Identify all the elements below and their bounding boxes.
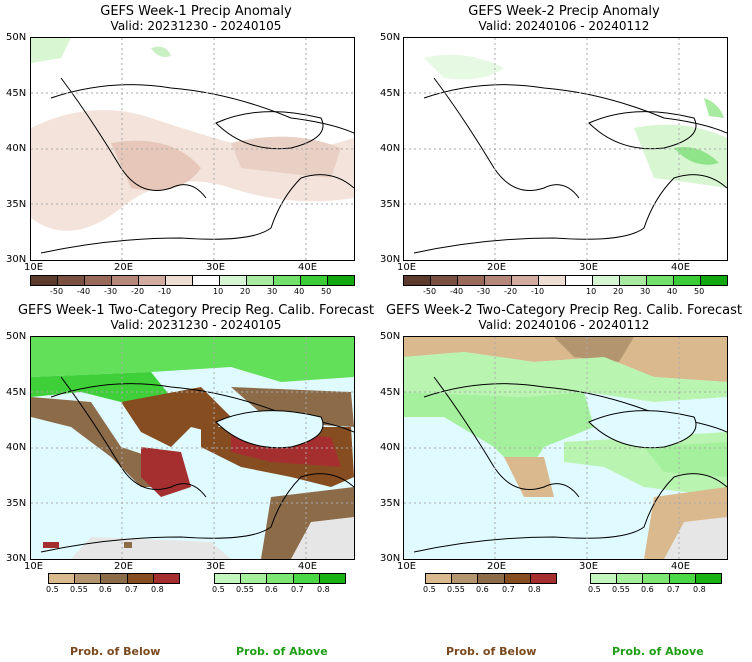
p1-lat-50: 50N	[6, 32, 27, 43]
p2-lat-35: 35N	[380, 199, 401, 210]
p4-above-l3: 0.7	[667, 585, 680, 594]
p3-above-colorbar	[214, 573, 346, 584]
p4-lat-30: 30N	[380, 553, 401, 564]
p2-lat-45: 45N	[380, 88, 401, 99]
p1-cb-l8: 40	[294, 287, 305, 296]
p3-lat-45: 45N	[6, 387, 27, 398]
p3-below-colorbar	[48, 573, 180, 584]
p3-lat-30: 30N	[6, 553, 27, 564]
p1-lon-20: 20E	[114, 262, 134, 273]
p3-lat-50: 50N	[6, 331, 27, 342]
p2-lat-40: 40N	[380, 143, 401, 154]
p3-lat-40: 40N	[6, 442, 27, 453]
p4-above-l1: 0.55	[612, 585, 630, 594]
p3-above-l4: 0.8	[317, 585, 330, 594]
p3-below-l4: 0.8	[151, 585, 164, 594]
p2-lon-10: 10E	[397, 262, 417, 273]
p2-cb-l8: 40	[667, 287, 678, 296]
p3-footer-above: Prob. of Above	[236, 645, 328, 658]
p4-below-l0: 0.5	[423, 585, 436, 594]
p1-cb-l6: 20	[240, 287, 251, 296]
p1-cb-l7: 30	[267, 287, 278, 296]
p1-lon-10: 10E	[24, 262, 44, 273]
p2-cb-l4: -10	[531, 287, 545, 296]
p4-above-colorbar	[590, 573, 722, 584]
p2-cb-l1: -40	[450, 287, 464, 296]
p3-lon-10: 10E	[24, 561, 44, 572]
p1-lat-35: 35N	[6, 199, 27, 210]
p1-cb-l1: -40	[77, 287, 91, 296]
p3-lon-40: 40E	[298, 561, 318, 572]
p3-above-l2: 0.6	[265, 585, 278, 594]
p4-below-l3: 0.7	[502, 585, 515, 594]
panel4-valid: Valid: 20240106 - 20240112	[478, 318, 650, 332]
p3-below-l1: 0.55	[70, 585, 88, 594]
panel3-title: GEFS Week-1 Two-Category Precip Reg. Cal…	[17, 303, 375, 318]
p1-lon-30: 30E	[206, 262, 226, 273]
p4-footer-below: Prob. of Below	[446, 645, 537, 658]
p2-lat-50: 50N	[380, 32, 401, 43]
p2-cb-l9: 50	[694, 287, 705, 296]
panel1-map	[30, 37, 355, 261]
p3-below-l0: 0.5	[46, 585, 59, 594]
p1-cb-l3: -20	[131, 287, 145, 296]
p3-footer-below: Prob. of Below	[70, 645, 161, 658]
p4-lon-20: 20E	[487, 561, 507, 572]
p1-lon-40: 40E	[298, 262, 318, 273]
p4-lon-10: 10E	[397, 561, 417, 572]
p4-below-l4: 0.8	[528, 585, 541, 594]
panel4-map	[403, 336, 728, 560]
panel2-map	[403, 37, 728, 261]
p4-lat-50: 50N	[380, 331, 401, 342]
p1-lat-45: 45N	[6, 88, 27, 99]
p3-lat-35: 35N	[6, 498, 27, 509]
p2-cb-l7: 30	[640, 287, 651, 296]
p2-lon-30: 30E	[579, 262, 599, 273]
panel3-valid: Valid: 20231230 - 20240105	[110, 318, 282, 332]
p3-below-l2: 0.6	[99, 585, 112, 594]
p4-lon-40: 40E	[671, 561, 691, 572]
p4-lat-40: 40N	[380, 442, 401, 453]
p2-lon-20: 20E	[487, 262, 507, 273]
p1-cb-l4: -10	[158, 287, 172, 296]
p4-above-l0: 0.5	[588, 585, 601, 594]
p3-lon-20: 20E	[114, 561, 134, 572]
panel3-map	[30, 336, 355, 560]
p2-lon-40: 40E	[671, 262, 691, 273]
p2-cb-l3: -20	[504, 287, 518, 296]
p1-cb-l9: 50	[321, 287, 332, 296]
p1-lat-30: 30N	[6, 254, 27, 265]
p1-lat-40: 40N	[6, 143, 27, 154]
panel2-title: GEFS Week-2 Precip Anomaly	[468, 4, 660, 19]
p4-below-colorbar	[425, 573, 557, 584]
panel1-valid: Valid: 20231230 - 20240105	[110, 19, 282, 33]
p4-lon-30: 30E	[579, 561, 599, 572]
p1-cb-l0: -50	[50, 287, 64, 296]
p4-below-l1: 0.55	[447, 585, 465, 594]
p4-above-l2: 0.6	[641, 585, 654, 594]
p1-anomaly-colorbar	[30, 275, 355, 286]
p4-above-l4: 0.8	[693, 585, 706, 594]
p3-below-l3: 0.7	[125, 585, 138, 594]
p3-lon-30: 30E	[206, 561, 226, 572]
p3-above-l1: 0.55	[236, 585, 254, 594]
panel1-title: GEFS Week-1 Precip Anomaly	[100, 4, 292, 19]
p2-cb-l2: -30	[477, 287, 491, 296]
p1-cb-l2: -30	[104, 287, 118, 296]
p3-above-l0: 0.5	[212, 585, 225, 594]
p4-lat-35: 35N	[380, 498, 401, 509]
p1-cb-l5: 10	[213, 287, 224, 296]
p2-cb-l0: -50	[423, 287, 437, 296]
p2-anomaly-colorbar	[403, 275, 728, 286]
p2-cb-l5: 10	[586, 287, 597, 296]
panel4-title: GEFS Week-2 Two-Category Precip Reg. Cal…	[385, 303, 743, 318]
p2-lat-30: 30N	[380, 254, 401, 265]
p4-below-l2: 0.6	[476, 585, 489, 594]
panel2-valid: Valid: 20240106 - 20240112	[478, 19, 650, 33]
p4-footer-above: Prob. of Above	[612, 645, 704, 658]
p2-cb-l6: 20	[613, 287, 624, 296]
p4-lat-45: 45N	[380, 387, 401, 398]
p3-above-l3: 0.7	[291, 585, 304, 594]
